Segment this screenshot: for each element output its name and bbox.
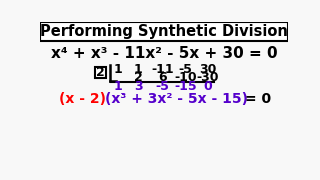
Text: -15: -15 xyxy=(174,80,197,93)
Text: -10: -10 xyxy=(174,71,197,84)
Text: 2: 2 xyxy=(96,66,105,79)
Text: -11: -11 xyxy=(151,63,174,76)
Text: 3: 3 xyxy=(134,80,143,93)
Text: Performing Synthetic Division: Performing Synthetic Division xyxy=(40,24,288,39)
Text: = 0: = 0 xyxy=(245,92,271,106)
Text: (x - 2): (x - 2) xyxy=(59,92,106,106)
Text: (x³ + 3x² - 5x - 15): (x³ + 3x² - 5x - 15) xyxy=(105,92,248,106)
Text: 1: 1 xyxy=(113,63,122,76)
Text: 30: 30 xyxy=(199,63,216,76)
Text: -5: -5 xyxy=(156,80,169,93)
Text: 1: 1 xyxy=(134,63,143,76)
Text: x⁴ + x³ - 11x² - 5x + 30 = 0: x⁴ + x³ - 11x² - 5x + 30 = 0 xyxy=(51,46,277,61)
Text: -5: -5 xyxy=(179,63,193,76)
Text: 0: 0 xyxy=(203,80,212,93)
Text: 1: 1 xyxy=(113,80,122,93)
Text: 2: 2 xyxy=(134,71,143,84)
Bar xyxy=(95,67,106,78)
Text: -30: -30 xyxy=(196,71,219,84)
Bar xyxy=(40,22,288,41)
Text: 6: 6 xyxy=(158,71,167,84)
